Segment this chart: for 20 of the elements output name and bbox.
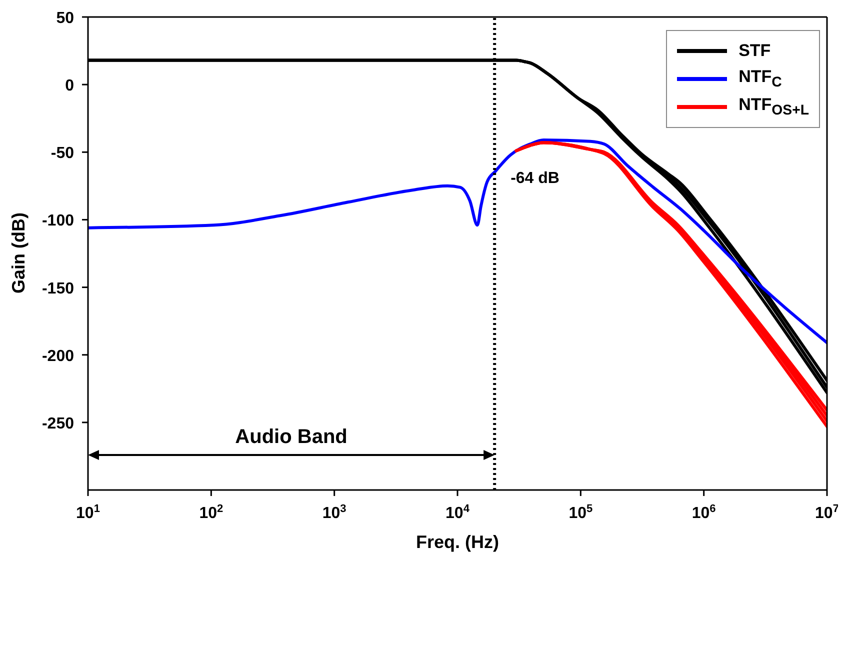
y-tick-label: -200 bbox=[42, 348, 74, 365]
y-axis-title: Gain (dB) bbox=[8, 212, 28, 294]
legend-label: NTF$_{OS+L}$ bbox=[738, 95, 809, 119]
y-tick-label: 0 bbox=[65, 78, 74, 95]
annotation: -64 dB bbox=[510, 170, 560, 188]
x-tick-label: 10$^{5}$ bbox=[568, 503, 593, 522]
x-tick-label: 10$^{1}$ bbox=[76, 503, 100, 522]
y-tick-label: -250 bbox=[42, 415, 74, 432]
annotation: Audio Band bbox=[235, 426, 348, 448]
y-tick-label: -150 bbox=[42, 280, 74, 298]
legend-label: STF bbox=[738, 41, 771, 61]
x-tick-label: 10$^{3}$ bbox=[322, 503, 346, 522]
y-tick-label: -100 bbox=[42, 212, 74, 230]
legend-label: NTF$_{C}$ bbox=[738, 67, 782, 91]
x-tick-label: 10$^{2}$ bbox=[199, 503, 224, 522]
x-tick-label: 10$^{6}$ bbox=[692, 503, 716, 522]
y-tick-label: 50 bbox=[56, 10, 74, 27]
y-tick-label: -50 bbox=[50, 145, 74, 162]
x-axis-title: Freq. (Hz) bbox=[416, 532, 499, 552]
x-tick-label: 10$^{4}$ bbox=[446, 503, 470, 522]
